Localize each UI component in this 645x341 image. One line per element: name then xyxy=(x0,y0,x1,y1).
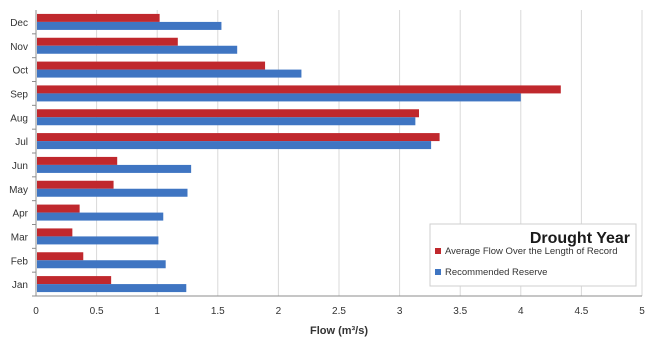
bar-recommended-reserve-aug xyxy=(37,117,416,126)
x-tick-label: 2.5 xyxy=(332,306,346,317)
month-label: Jan xyxy=(12,280,28,291)
legend-swatch-recommended-reserve xyxy=(435,269,441,275)
legend-title: Drought Year xyxy=(530,230,630,247)
month-label: Dec xyxy=(10,18,28,29)
x-tick-label: 4 xyxy=(518,306,524,317)
bar-recommended-reserve-may xyxy=(37,188,188,197)
bar-average-flow-feb xyxy=(37,252,84,261)
x-tick-label: 3.5 xyxy=(453,306,467,317)
bar-recommended-reserve-feb xyxy=(37,260,166,269)
bar-recommended-reserve-mar xyxy=(37,236,159,245)
bar-average-flow-aug xyxy=(37,109,419,118)
bars xyxy=(37,13,561,293)
x-tick-label: 5 xyxy=(639,306,645,317)
x-tick-label: 1 xyxy=(154,306,160,317)
bar-recommended-reserve-sep xyxy=(37,93,521,102)
legend: Drought Year Average Flow Over the Lengt… xyxy=(429,223,637,287)
month-label: Aug xyxy=(10,113,28,124)
month-label: Jul xyxy=(15,137,28,148)
bar-average-flow-mar xyxy=(37,228,73,237)
month-label: Nov xyxy=(10,42,28,53)
legend-label-average-flow: Average Flow Over the Length of Record xyxy=(445,246,618,257)
bar-recommended-reserve-jul xyxy=(37,141,432,150)
x-tick-label: 0.5 xyxy=(90,306,104,317)
x-tick-label: 2 xyxy=(276,306,282,317)
month-labels: Jan Feb Mar Apr May Jun Jul Aug Sep Oct Nov Dec xyxy=(9,18,29,291)
bar-recommended-reserve-dec xyxy=(37,21,222,30)
bar-average-flow-apr xyxy=(37,204,80,213)
bar-recommended-reserve-apr xyxy=(37,212,164,221)
bar-average-flow-may xyxy=(37,180,114,189)
month-label: Mar xyxy=(11,232,29,243)
legend-box xyxy=(429,223,637,287)
x-tick-label: 0 xyxy=(33,306,39,317)
x-tick-label: 1.5 xyxy=(211,306,225,317)
x-axis-title: Flow (m³/s) xyxy=(310,325,368,337)
bar-average-flow-dec xyxy=(37,13,160,22)
bar-average-flow-jun xyxy=(37,156,118,165)
bar-average-flow-nov xyxy=(37,37,178,46)
month-label: Feb xyxy=(11,256,29,267)
bar-recommended-reserve-nov xyxy=(37,45,238,54)
bar-recommended-reserve-oct xyxy=(37,69,302,78)
bar-average-flow-oct xyxy=(37,61,266,70)
month-label: Oct xyxy=(12,66,28,77)
month-label: Apr xyxy=(12,209,28,220)
bar-average-flow-sep xyxy=(37,85,561,94)
bar-recommended-reserve-jan xyxy=(37,284,187,293)
x-tick-label: 3 xyxy=(397,306,403,317)
month-label: Jun xyxy=(12,161,28,172)
x-tick-labels: 0 0.5 1 1.5 2 2.5 3 3.5 4 4.5 5 xyxy=(33,306,645,317)
x-tick-label: 4.5 xyxy=(574,306,588,317)
month-label: May xyxy=(9,185,28,196)
bar-recommended-reserve-jun xyxy=(37,164,192,173)
legend-label-recommended-reserve: Recommended Reserve xyxy=(445,267,547,278)
bar-average-flow-jul xyxy=(37,133,440,142)
axes xyxy=(32,10,642,297)
month-label: Sep xyxy=(10,89,28,100)
bar-average-flow-jan xyxy=(37,276,112,285)
grid-lines xyxy=(96,10,643,296)
legend-swatch-average-flow xyxy=(435,248,441,254)
